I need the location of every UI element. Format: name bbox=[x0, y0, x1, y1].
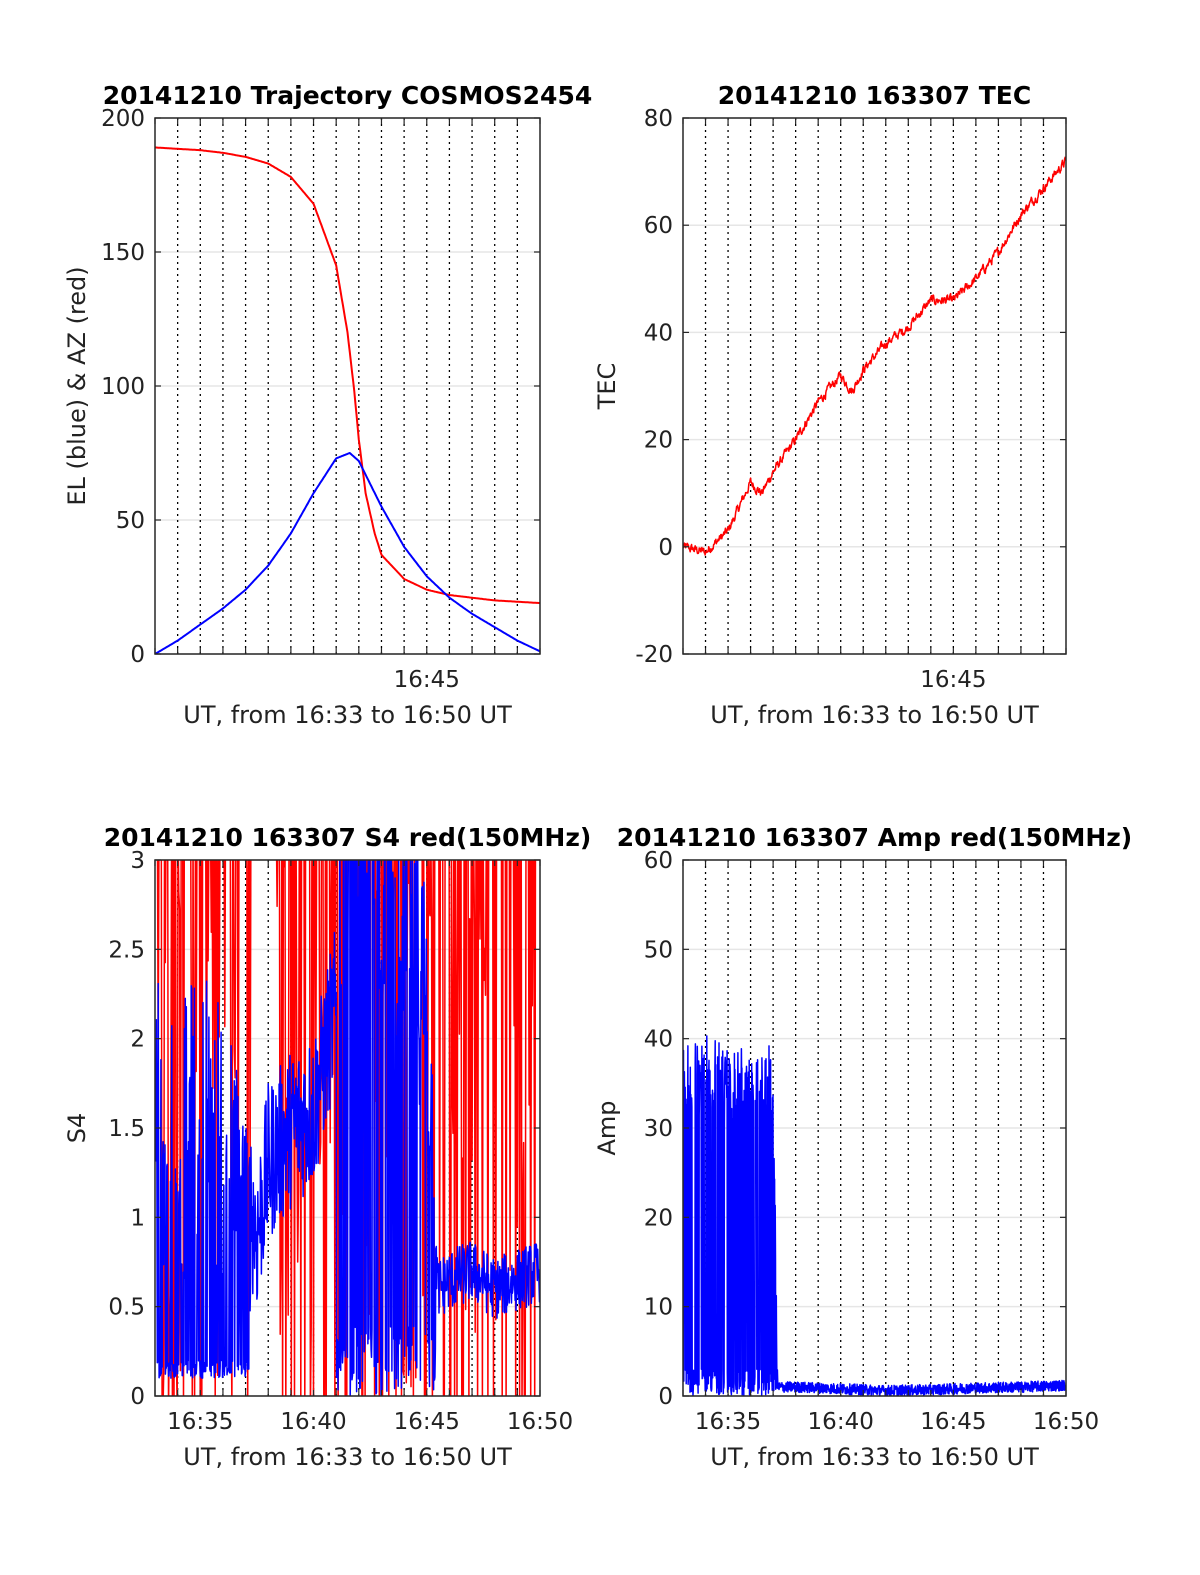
x-tick-label: 16:45 bbox=[920, 1409, 986, 1435]
x-tick-label: 16:45 bbox=[394, 1409, 460, 1435]
y-tick-label: 3 bbox=[130, 848, 145, 874]
series-line-0 bbox=[155, 146, 540, 605]
y-tick-label: -20 bbox=[635, 642, 673, 668]
y-tick-label: 200 bbox=[101, 106, 145, 132]
axes-frame bbox=[682, 117, 1067, 655]
x-tick-label: 16:45 bbox=[920, 667, 986, 693]
y-axis-label: EL (blue) & AZ (red) bbox=[63, 266, 91, 505]
plot-lines bbox=[155, 860, 540, 1396]
amp-panel: 0 10 20 30 40 50 60 16:35 16:40 16:45 16:50 2014121… bbox=[593, 823, 1132, 1471]
y-tick-label: 50 bbox=[644, 937, 673, 963]
y-tick-label: 2 bbox=[130, 1027, 145, 1053]
x-tick-label: 16:50 bbox=[507, 1409, 573, 1435]
x-axis-label: UT, from 16:33 to 16:50 UT bbox=[183, 701, 512, 729]
y-tick-label: 60 bbox=[644, 213, 673, 239]
y-tick-label: 2.5 bbox=[108, 937, 145, 963]
tec-panel: -20 0 20 40 60 80 16:45 20141210 163307 TEC UT, … bbox=[593, 81, 1067, 729]
y-axis-label: TEC bbox=[593, 363, 621, 411]
series-line-0 bbox=[683, 156, 1066, 556]
plot-area bbox=[683, 118, 1066, 654]
plot-lines bbox=[155, 146, 540, 654]
y-tick-label: 30 bbox=[644, 1116, 673, 1142]
plot-lines bbox=[683, 1035, 1066, 1396]
y-tick-label: 50 bbox=[116, 508, 145, 534]
y-tick-label: 40 bbox=[644, 1027, 673, 1053]
chart-title: 20141210 163307 TEC bbox=[718, 81, 1031, 110]
y-tick-label: 0.5 bbox=[108, 1295, 145, 1321]
series-line-0 bbox=[683, 1035, 1066, 1396]
trajectory-panel: 0 50 100 150 200 16:45 20141210 Trajectory COS… bbox=[63, 81, 592, 729]
chart-title: 20141210 Trajectory COSMOS2454 bbox=[103, 81, 593, 110]
y-axis-label: Amp bbox=[593, 1100, 621, 1155]
y-tick-label: 0 bbox=[130, 1384, 145, 1410]
series-line-1 bbox=[155, 860, 540, 1396]
y-tick-label: 20 bbox=[644, 1205, 673, 1231]
y-tick-label: 0 bbox=[130, 642, 145, 668]
x-tick-label: 16:40 bbox=[280, 1409, 346, 1435]
y-tick-label: 150 bbox=[101, 240, 145, 266]
x-axis-label: UT, from 16:33 to 16:50 UT bbox=[710, 701, 1039, 729]
y-tick-label: 0 bbox=[658, 1384, 673, 1410]
chart-title: 20141210 163307 Amp red(150MHz) bbox=[617, 823, 1133, 852]
plot-lines bbox=[683, 156, 1066, 556]
series-line-1 bbox=[155, 452, 540, 654]
y-tick-label: 10 bbox=[644, 1295, 673, 1321]
y-tick-label: 1.5 bbox=[108, 1116, 145, 1142]
y-tick-label: 20 bbox=[644, 428, 673, 454]
y-tick-label: 60 bbox=[644, 848, 673, 874]
chart-title: 20141210 163307 S4 red(150MHz) bbox=[104, 823, 592, 852]
x-tick-label: 16:35 bbox=[695, 1409, 761, 1435]
x-tick-label: 16:50 bbox=[1033, 1409, 1099, 1435]
x-tick-label: 16:40 bbox=[808, 1409, 874, 1435]
x-axis-label: UT, from 16:33 to 16:50 UT bbox=[183, 1443, 512, 1471]
x-axis-label: UT, from 16:33 to 16:50 UT bbox=[710, 1443, 1039, 1471]
y-tick-label: 1 bbox=[130, 1205, 145, 1231]
y-tick-label: 0 bbox=[658, 535, 673, 561]
y-tick-label: 100 bbox=[101, 374, 145, 400]
x-tick-label: 16:35 bbox=[167, 1409, 233, 1435]
s4-panel: 0 0.5 1 1.5 2 2.5 3 16:35 16:40 16:45 16:50 2014121… bbox=[63, 823, 592, 1471]
x-tick-label: 16:45 bbox=[394, 667, 460, 693]
y-tick-label: 80 bbox=[644, 106, 673, 132]
y-axis-label: S4 bbox=[63, 1113, 91, 1144]
y-tick-label: 40 bbox=[644, 320, 673, 346]
